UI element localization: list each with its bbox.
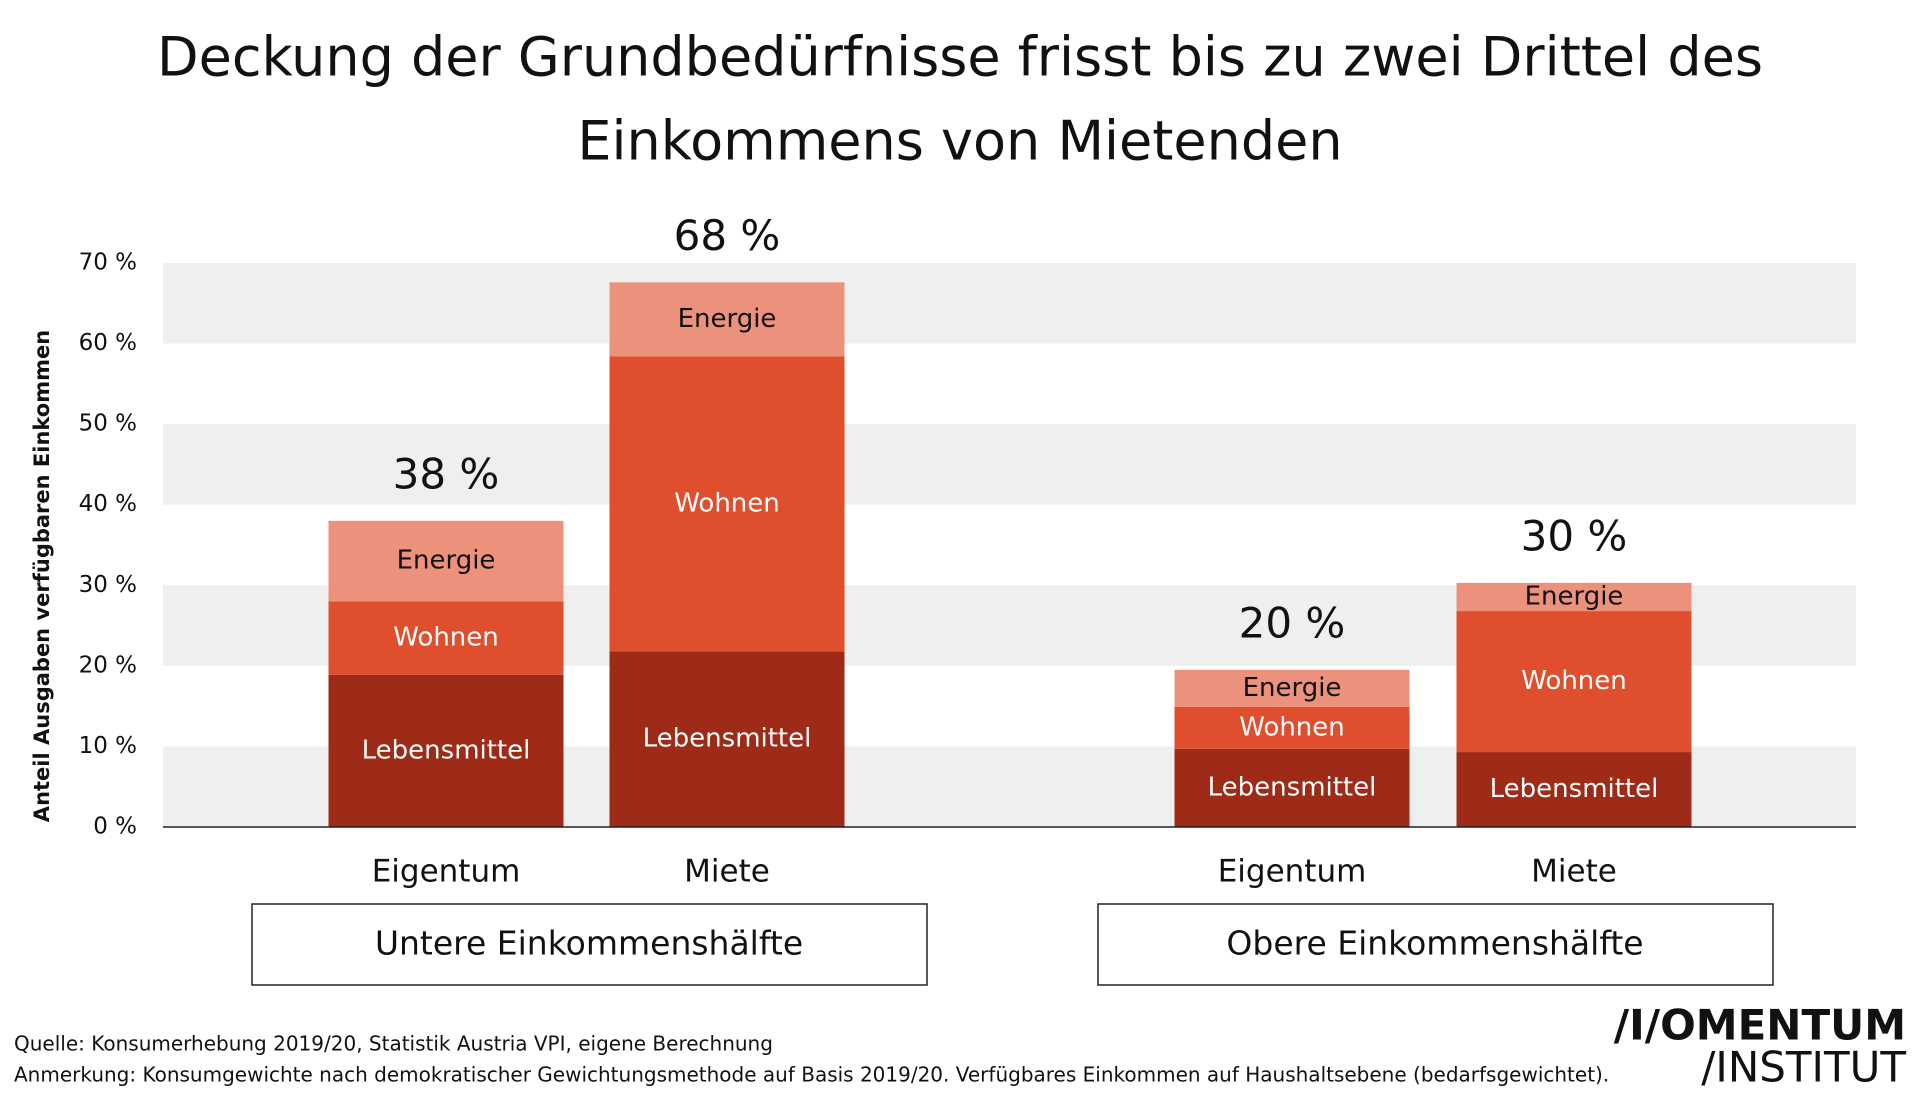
note: Anmerkung: Konsumgewichte nach demokrati…: [14, 1063, 1609, 1087]
total-label: 68 %: [674, 211, 781, 260]
group-box: [1097, 903, 1774, 986]
total-label: 38 %: [393, 449, 500, 498]
y-tick-label: 30 %: [79, 572, 137, 598]
bar-segment: [1456, 752, 1692, 827]
segment-label: Energie: [678, 304, 777, 334]
total-label: 30 %: [1521, 511, 1628, 560]
y-tick-label: 10 %: [79, 733, 137, 759]
grid-band: [163, 263, 1856, 344]
segment-label: Energie: [1525, 581, 1624, 611]
bar-segment: [609, 282, 845, 357]
bar-segment: [328, 520, 564, 602]
bar-segment: [609, 651, 845, 827]
y-axis-label: Anteil Ausgaben verfügbaren Einkommen: [30, 330, 54, 822]
segment-label: Wohnen: [393, 623, 499, 653]
bar-segment: [1174, 669, 1410, 707]
segment-label: Wohnen: [1521, 666, 1627, 696]
y-tick-label: 50 %: [79, 411, 137, 437]
bar-segment: [328, 601, 564, 675]
logo: /INSTITUT: [1701, 1043, 1906, 1092]
bar-segment: [609, 356, 845, 652]
x-tick-label: Eigentum: [372, 854, 521, 890]
x-tick-label: Miete: [684, 854, 770, 890]
grid-band: [163, 424, 1856, 505]
chart-title: Einkommens von Mietenden: [577, 110, 1342, 173]
segment-label: Wohnen: [674, 488, 780, 518]
group-label: Untere Einkommenshälfte: [375, 924, 803, 963]
group-label: Obere Einkommenshälfte: [1226, 924, 1643, 963]
source: Quelle: Konsumerhebung 2019/20, Statisti…: [14, 1032, 773, 1056]
bar-segment: [1174, 748, 1410, 827]
chart-title: Deckung der Grundbedürfnisse frisst bis …: [157, 26, 1763, 89]
segment-label: Lebensmittel: [1208, 772, 1377, 802]
bar-segment: [1456, 582, 1692, 612]
segment-label: Wohnen: [1239, 712, 1345, 742]
y-tick-label: 60 %: [79, 330, 137, 356]
logo: /I/OMENTUM: [1614, 1001, 1906, 1050]
segment-label: Lebensmittel: [362, 735, 531, 765]
segment-label: Energie: [1243, 673, 1342, 703]
x-tick-label: Miete: [1531, 854, 1617, 890]
segment-label: Energie: [397, 546, 496, 576]
y-tick-label: 40 %: [79, 491, 137, 517]
bar-segment: [328, 674, 564, 827]
x-tick-label: Eigentum: [1218, 854, 1367, 890]
bar-segment: [1174, 706, 1410, 749]
y-tick-label: 20 %: [79, 652, 137, 678]
segment-label: Lebensmittel: [1490, 774, 1659, 804]
y-tick-label: 70 %: [79, 250, 137, 276]
y-tick-label: 0 %: [93, 814, 137, 840]
group-box: [251, 903, 928, 986]
segment-label: Lebensmittel: [643, 724, 812, 754]
total-label: 20 %: [1239, 598, 1346, 647]
bar-segment: [1456, 611, 1692, 753]
